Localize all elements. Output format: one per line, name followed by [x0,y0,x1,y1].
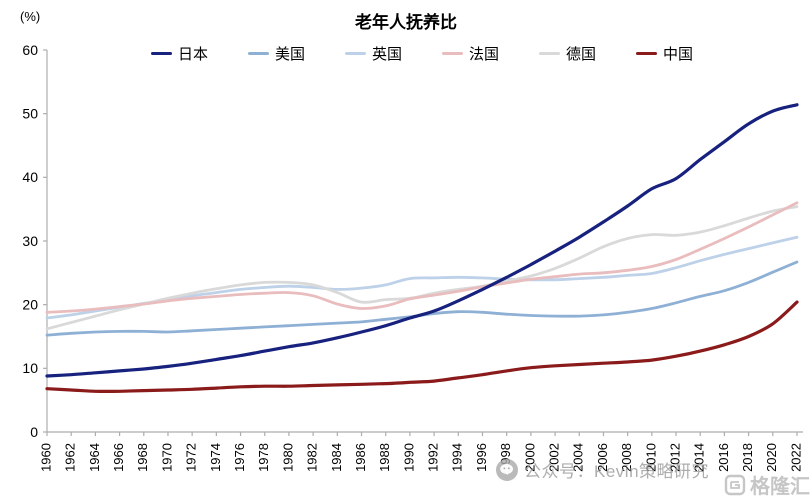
x-tick-label-2014: 2014 [692,443,707,472]
legend-item-法国: 法国 [442,43,499,64]
x-tick-label-2006: 2006 [595,443,610,472]
x-tick-label-1984: 1984 [329,443,344,472]
legend-label-中国: 中国 [663,46,694,63]
legend-label-美国: 美国 [274,46,305,63]
watermark-brand-text: 格隆汇 [750,476,810,498]
series-line-美国 [45,260,799,337]
legend-item-日本: 日本 [150,43,208,64]
series-line-中国 [45,300,799,394]
x-tick-label-1960: 1960 [38,443,53,472]
y-tick-label-50: 50 [22,106,38,122]
series-line-法国 [45,201,799,314]
x-tick-label-1980: 1980 [280,443,295,472]
x-tick-label-2016: 2016 [716,443,731,472]
x-tick-label-2000: 2000 [522,443,537,472]
x-tick-label-1968: 1968 [135,443,150,472]
axes-frame [46,50,803,433]
legend-swatch-法国 [442,52,463,55]
series-line-日本 [45,103,799,378]
x-tick-label-1974: 1974 [208,443,223,472]
legend-item-美国: 美国 [247,43,305,64]
chart-title: 老年人抚养比 [355,13,457,32]
x-tick-label-2012: 2012 [667,443,682,472]
legend-swatch-德国 [539,52,561,55]
x-tick-label-1970: 1970 [159,443,174,472]
legend-item-中国: 中国 [636,43,693,64]
x-tick-label-2018: 2018 [740,443,755,472]
x-tick-label-1994: 1994 [450,443,465,472]
x-tick-label-2008: 2008 [619,443,634,472]
y-tick-label-0: 0 [30,424,38,440]
x-tick-label-2020: 2020 [764,443,779,472]
y-axis-unit-label: (%) [20,9,41,24]
legend-label-日本: 日本 [177,46,208,63]
x-tick-label-1996: 1996 [474,443,489,472]
y-tick-label-40: 40 [22,169,38,185]
y-tick-label-10: 10 [22,360,38,376]
legend-label-法国: 法国 [469,46,500,63]
legend-swatch-中国 [636,52,658,55]
wechat-icon [496,458,518,481]
series-line-德国 [45,205,799,331]
x-tick-label-1962: 1962 [63,443,78,472]
y-tick-label-30: 30 [22,233,38,249]
watermark-wechat-text: 公众号：Kevin策略研究 [524,462,710,481]
x-tick-label-1972: 1972 [184,443,199,472]
x-tick-label-2004: 2004 [571,443,586,472]
legend-item-英国: 英国 [344,43,402,64]
x-tick-label-1988: 1988 [377,443,392,472]
legend-label-德国: 德国 [566,46,597,63]
x-tick-label-1964: 1964 [87,443,102,472]
legend-label-英国: 英国 [371,46,402,63]
x-tick-label-2010: 2010 [643,443,658,472]
gelonghui-logo-icon [724,474,746,496]
x-tick-label-1986: 1986 [353,443,368,472]
legend-swatch-美国 [247,52,269,55]
legend-item-德国: 德国 [539,43,596,64]
x-tick-label-2022: 2022 [788,443,803,472]
x-tick-label-1992: 1992 [426,443,441,472]
x-tick-label-1978: 1978 [256,443,271,472]
x-tick-label-1976: 1976 [232,443,247,472]
x-tick-label-1982: 1982 [305,443,320,472]
x-tick-label-2002: 2002 [547,443,562,472]
watermark-wechat: 公众号：Kevin策略研究 [496,457,709,482]
y-tick-label-60: 60 [22,42,38,58]
watermark-brand: 格隆汇 [724,470,810,499]
series-line-英国 [45,235,799,320]
legend-swatch-英国 [344,52,366,55]
y-tick-label-20: 20 [22,297,38,313]
legend-swatch-日本 [150,52,172,55]
x-tick-label-1966: 1966 [111,443,126,472]
legend: 日本 美国 英国 法国 德国 中国 [47,43,797,64]
x-tick-label-1990: 1990 [401,443,416,472]
